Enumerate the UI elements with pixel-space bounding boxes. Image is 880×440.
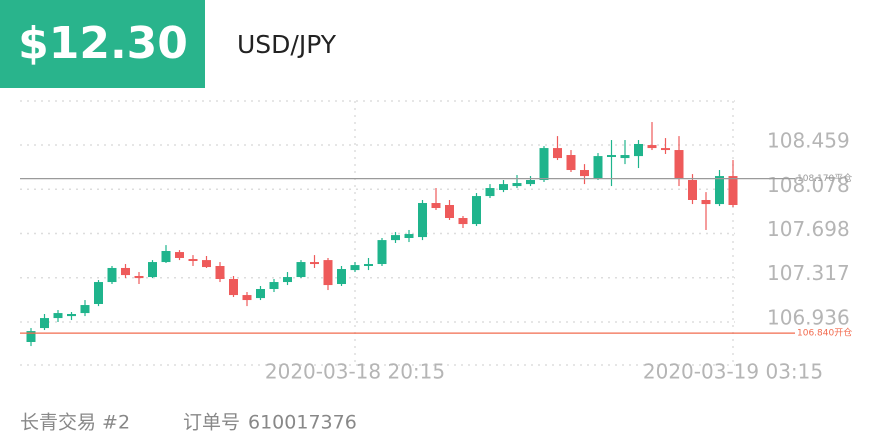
y-tick-label: 108.078 (767, 173, 850, 197)
symbol: USD/JPY (237, 30, 337, 59)
x-tick-label: 2020-03-18 20:15 (265, 360, 445, 384)
y-tick-label: 107.698 (767, 217, 850, 241)
y-tick-label: 106.936 (767, 306, 850, 330)
candle-body (499, 184, 508, 191)
reference-label: 108.170平仓 (797, 172, 852, 184)
candle-body (593, 156, 603, 179)
candle-body (674, 150, 684, 179)
order-number: 610017376 (248, 412, 357, 434)
candle-body (256, 289, 265, 299)
candle-body (728, 176, 738, 205)
order-label: 订单号 (183, 412, 240, 434)
price-badge (0, 0, 205, 88)
candle-body (283, 277, 292, 283)
candle-body (620, 155, 630, 159)
candle-body (229, 279, 238, 296)
y-tick-label: 107.317 (767, 261, 850, 285)
price: $12.30 (18, 18, 188, 69)
candle-body (188, 259, 198, 262)
candle-body (701, 200, 711, 205)
candle-body (94, 282, 103, 304)
x-tick-label: 2020-03-19 03:15 (643, 360, 823, 384)
candle-body (269, 282, 279, 290)
candle-body (607, 155, 616, 158)
candle-body (107, 267, 117, 283)
candle-body (215, 266, 225, 280)
candle-body (364, 264, 373, 266)
candle-body (53, 313, 63, 319)
candle-body (296, 262, 306, 278)
candle-body (350, 265, 360, 271)
candle-body (67, 313, 76, 317)
candle-body (566, 155, 576, 171)
candle-body (526, 180, 535, 185)
candle-body (202, 260, 211, 268)
candle-body (539, 148, 549, 181)
candle-body (418, 203, 427, 238)
candle-body (431, 203, 441, 209)
candle-body (485, 188, 495, 197)
candle-body (134, 275, 144, 279)
candle-body (121, 267, 130, 276)
candle-body (391, 235, 400, 241)
candle-body (458, 218, 468, 225)
candle-body (26, 331, 36, 342)
candle-body (580, 170, 589, 177)
account: 长青交易 #2 (20, 412, 130, 434)
candle-body (553, 148, 562, 159)
candle-body (647, 145, 657, 149)
candle-body (472, 196, 481, 225)
y-tick-label: 108.459 (767, 129, 850, 153)
candle-body (161, 251, 171, 263)
candle-body (445, 204, 454, 219)
candle-body (661, 148, 670, 151)
candle-body (688, 180, 697, 200)
candle-body (148, 262, 157, 278)
candle-body (175, 252, 184, 258)
candle-body (310, 262, 319, 265)
candle-body (512, 183, 522, 187)
candle-body (40, 318, 49, 329)
candle-body (404, 234, 414, 238)
candle-body (242, 295, 252, 301)
candle-body (634, 143, 643, 157)
candle-body (715, 176, 724, 205)
candle-body (337, 269, 346, 285)
candle-body (323, 260, 333, 286)
candle-body (377, 240, 387, 265)
reference-label: 106.840开仓 (797, 327, 852, 339)
candle-body (80, 305, 90, 314)
